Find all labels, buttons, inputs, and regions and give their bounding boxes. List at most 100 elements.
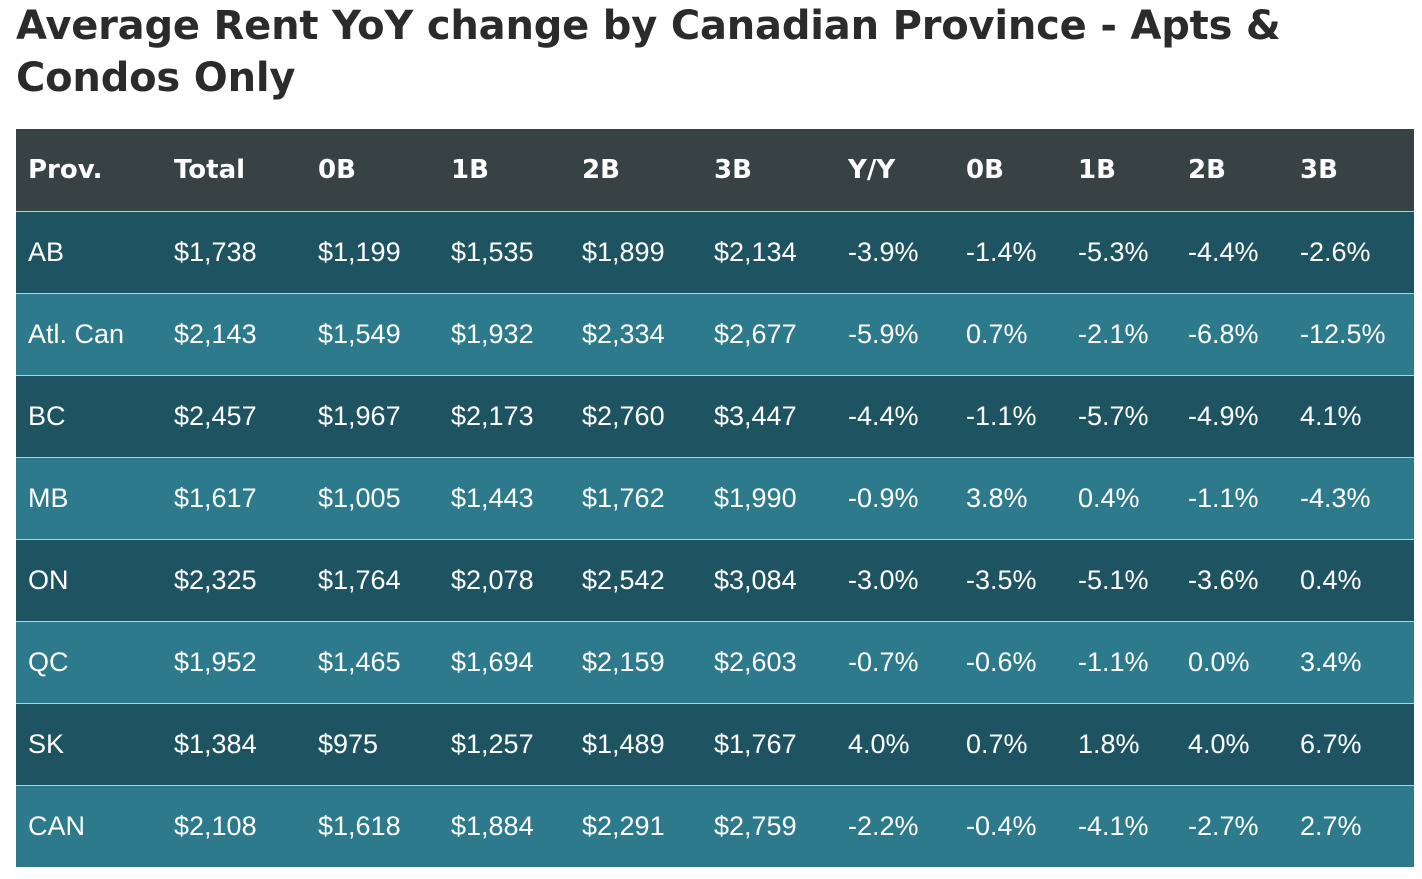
value-cell: -4.4% xyxy=(1176,210,1288,293)
header-cell: 0B xyxy=(954,129,1066,212)
value-cell: $1,899 xyxy=(570,210,702,293)
value-cell: 1.8% xyxy=(1066,702,1176,785)
value-cell: -0.6% xyxy=(954,620,1066,703)
value-cell: $1,199 xyxy=(306,210,439,293)
value-cell: 0.4% xyxy=(1066,456,1176,539)
value-cell: -5.7% xyxy=(1066,374,1176,457)
value-cell: -3.0% xyxy=(836,538,954,621)
value-cell: $1,257 xyxy=(439,702,570,785)
value-cell: $3,447 xyxy=(702,374,836,457)
header-cell: 0B xyxy=(306,129,439,212)
value-cell: $1,967 xyxy=(306,374,439,457)
table-row: QC $1,952 $1,465 $1,694 $2,159 $2,603 -0.7% -0.… xyxy=(16,620,1414,703)
value-cell: -4.1% xyxy=(1066,784,1176,867)
value-cell: 0.0% xyxy=(1176,620,1288,703)
table-row: AB $1,738 $1,199 $1,535 $1,899 $2,134 -3.9% -1.… xyxy=(16,210,1414,293)
value-cell: 0.7% xyxy=(954,292,1066,375)
province-cell: ON xyxy=(16,538,162,621)
header-cell: 1B xyxy=(1066,129,1176,212)
table-body: AB $1,738 $1,199 $1,535 $1,899 $2,134 -3.9% -1.… xyxy=(16,210,1414,867)
value-cell: $1,694 xyxy=(439,620,570,703)
value-cell: -4.4% xyxy=(836,374,954,457)
value-cell: 3.8% xyxy=(954,456,1066,539)
value-cell: $2,159 xyxy=(570,620,702,703)
value-cell: -0.7% xyxy=(836,620,954,703)
value-cell: $1,489 xyxy=(570,702,702,785)
value-cell: -3.9% xyxy=(836,210,954,293)
table-row: Atl. Can $2,143 $1,549 $1,932 $2,334 $2,677 -5… xyxy=(16,292,1414,375)
table-row: BC $2,457 $1,967 $2,173 $2,760 $3,447 -4.4% -1.… xyxy=(16,374,1414,457)
rent-table: Prov. Total 0B 1B 2B 3B Y/Y 0B 1B 2B 3B … xyxy=(16,129,1414,867)
table-row: CAN $2,108 $1,618 $1,884 $2,291 $2,759 -2.2% -0… xyxy=(16,784,1414,867)
value-cell: -1.1% xyxy=(1066,620,1176,703)
value-cell: -2.2% xyxy=(836,784,954,867)
value-cell: $2,677 xyxy=(702,292,836,375)
value-cell: -2.7% xyxy=(1176,784,1288,867)
value-cell: $1,762 xyxy=(570,456,702,539)
value-cell: -2.6% xyxy=(1288,210,1414,293)
value-cell: $2,603 xyxy=(702,620,836,703)
value-cell: $1,465 xyxy=(306,620,439,703)
value-cell: -1.4% xyxy=(954,210,1066,293)
header-cell: 1B xyxy=(439,129,570,212)
province-cell: MB xyxy=(16,456,162,539)
value-cell: 0.4% xyxy=(1288,538,1414,621)
header-cell: Total xyxy=(162,129,306,212)
value-cell: $2,173 xyxy=(439,374,570,457)
value-cell: $2,291 xyxy=(570,784,702,867)
value-cell: -1.1% xyxy=(954,374,1066,457)
header-cell: Y/Y xyxy=(836,129,954,212)
value-cell: $1,617 xyxy=(162,456,306,539)
value-cell: $975 xyxy=(306,702,439,785)
value-cell: $2,457 xyxy=(162,374,306,457)
value-cell: $1,884 xyxy=(439,784,570,867)
value-cell: -5.3% xyxy=(1066,210,1176,293)
value-cell: 6.7% xyxy=(1288,702,1414,785)
value-cell: 2.7% xyxy=(1288,784,1414,867)
value-cell: $1,535 xyxy=(439,210,570,293)
value-cell: $1,767 xyxy=(702,702,836,785)
value-cell: -0.9% xyxy=(836,456,954,539)
value-cell: $1,384 xyxy=(162,702,306,785)
value-cell: -0.4% xyxy=(954,784,1066,867)
province-cell: Atl. Can xyxy=(16,292,162,375)
value-cell: $2,760 xyxy=(570,374,702,457)
value-cell: $1,738 xyxy=(162,210,306,293)
value-cell: $2,334 xyxy=(570,292,702,375)
value-cell: 4.0% xyxy=(1176,702,1288,785)
header-cell: Prov. xyxy=(16,129,162,212)
value-cell: 4.1% xyxy=(1288,374,1414,457)
province-cell: CAN xyxy=(16,784,162,867)
value-cell: $2,325 xyxy=(162,538,306,621)
value-cell: $1,618 xyxy=(306,784,439,867)
value-cell: $1,764 xyxy=(306,538,439,621)
value-cell: 3.4% xyxy=(1288,620,1414,703)
value-cell: $1,549 xyxy=(306,292,439,375)
chart-title: Average Rent YoY change by Canadian Prov… xyxy=(16,3,1281,101)
value-cell: $1,005 xyxy=(306,456,439,539)
value-cell: -1.1% xyxy=(1176,456,1288,539)
value-cell: -4.9% xyxy=(1176,374,1288,457)
province-cell: AB xyxy=(16,210,162,293)
header-cell: 3B xyxy=(702,129,836,212)
value-cell: -6.8% xyxy=(1176,292,1288,375)
value-cell: $2,078 xyxy=(439,538,570,621)
table-row: SK $1,384 $975 $1,257 $1,489 $1,767 4.0% 0.7% 1.… xyxy=(16,702,1414,785)
header-cell: 2B xyxy=(1176,129,1288,212)
value-cell: $1,443 xyxy=(439,456,570,539)
value-cell: $3,084 xyxy=(702,538,836,621)
value-cell: -3.6% xyxy=(1176,538,1288,621)
rent-table-container: Prov. Total 0B 1B 2B 3B Y/Y 0B 1B 2B 3B … xyxy=(16,129,1414,867)
value-cell: 0.7% xyxy=(954,702,1066,785)
value-cell: $1,990 xyxy=(702,456,836,539)
province-cell: SK xyxy=(16,702,162,785)
value-cell: $2,108 xyxy=(162,784,306,867)
value-cell: -3.5% xyxy=(954,538,1066,621)
value-cell: -4.3% xyxy=(1288,456,1414,539)
header-cell: 3B xyxy=(1288,129,1414,212)
header-row: Prov. Total 0B 1B 2B 3B Y/Y 0B 1B 2B 3B xyxy=(16,129,1414,212)
value-cell: -5.9% xyxy=(836,292,954,375)
value-cell: $1,932 xyxy=(439,292,570,375)
province-cell: BC xyxy=(16,374,162,457)
table-row: MB $1,617 $1,005 $1,443 $1,762 $1,990 -0.9% 3.8… xyxy=(16,456,1414,539)
